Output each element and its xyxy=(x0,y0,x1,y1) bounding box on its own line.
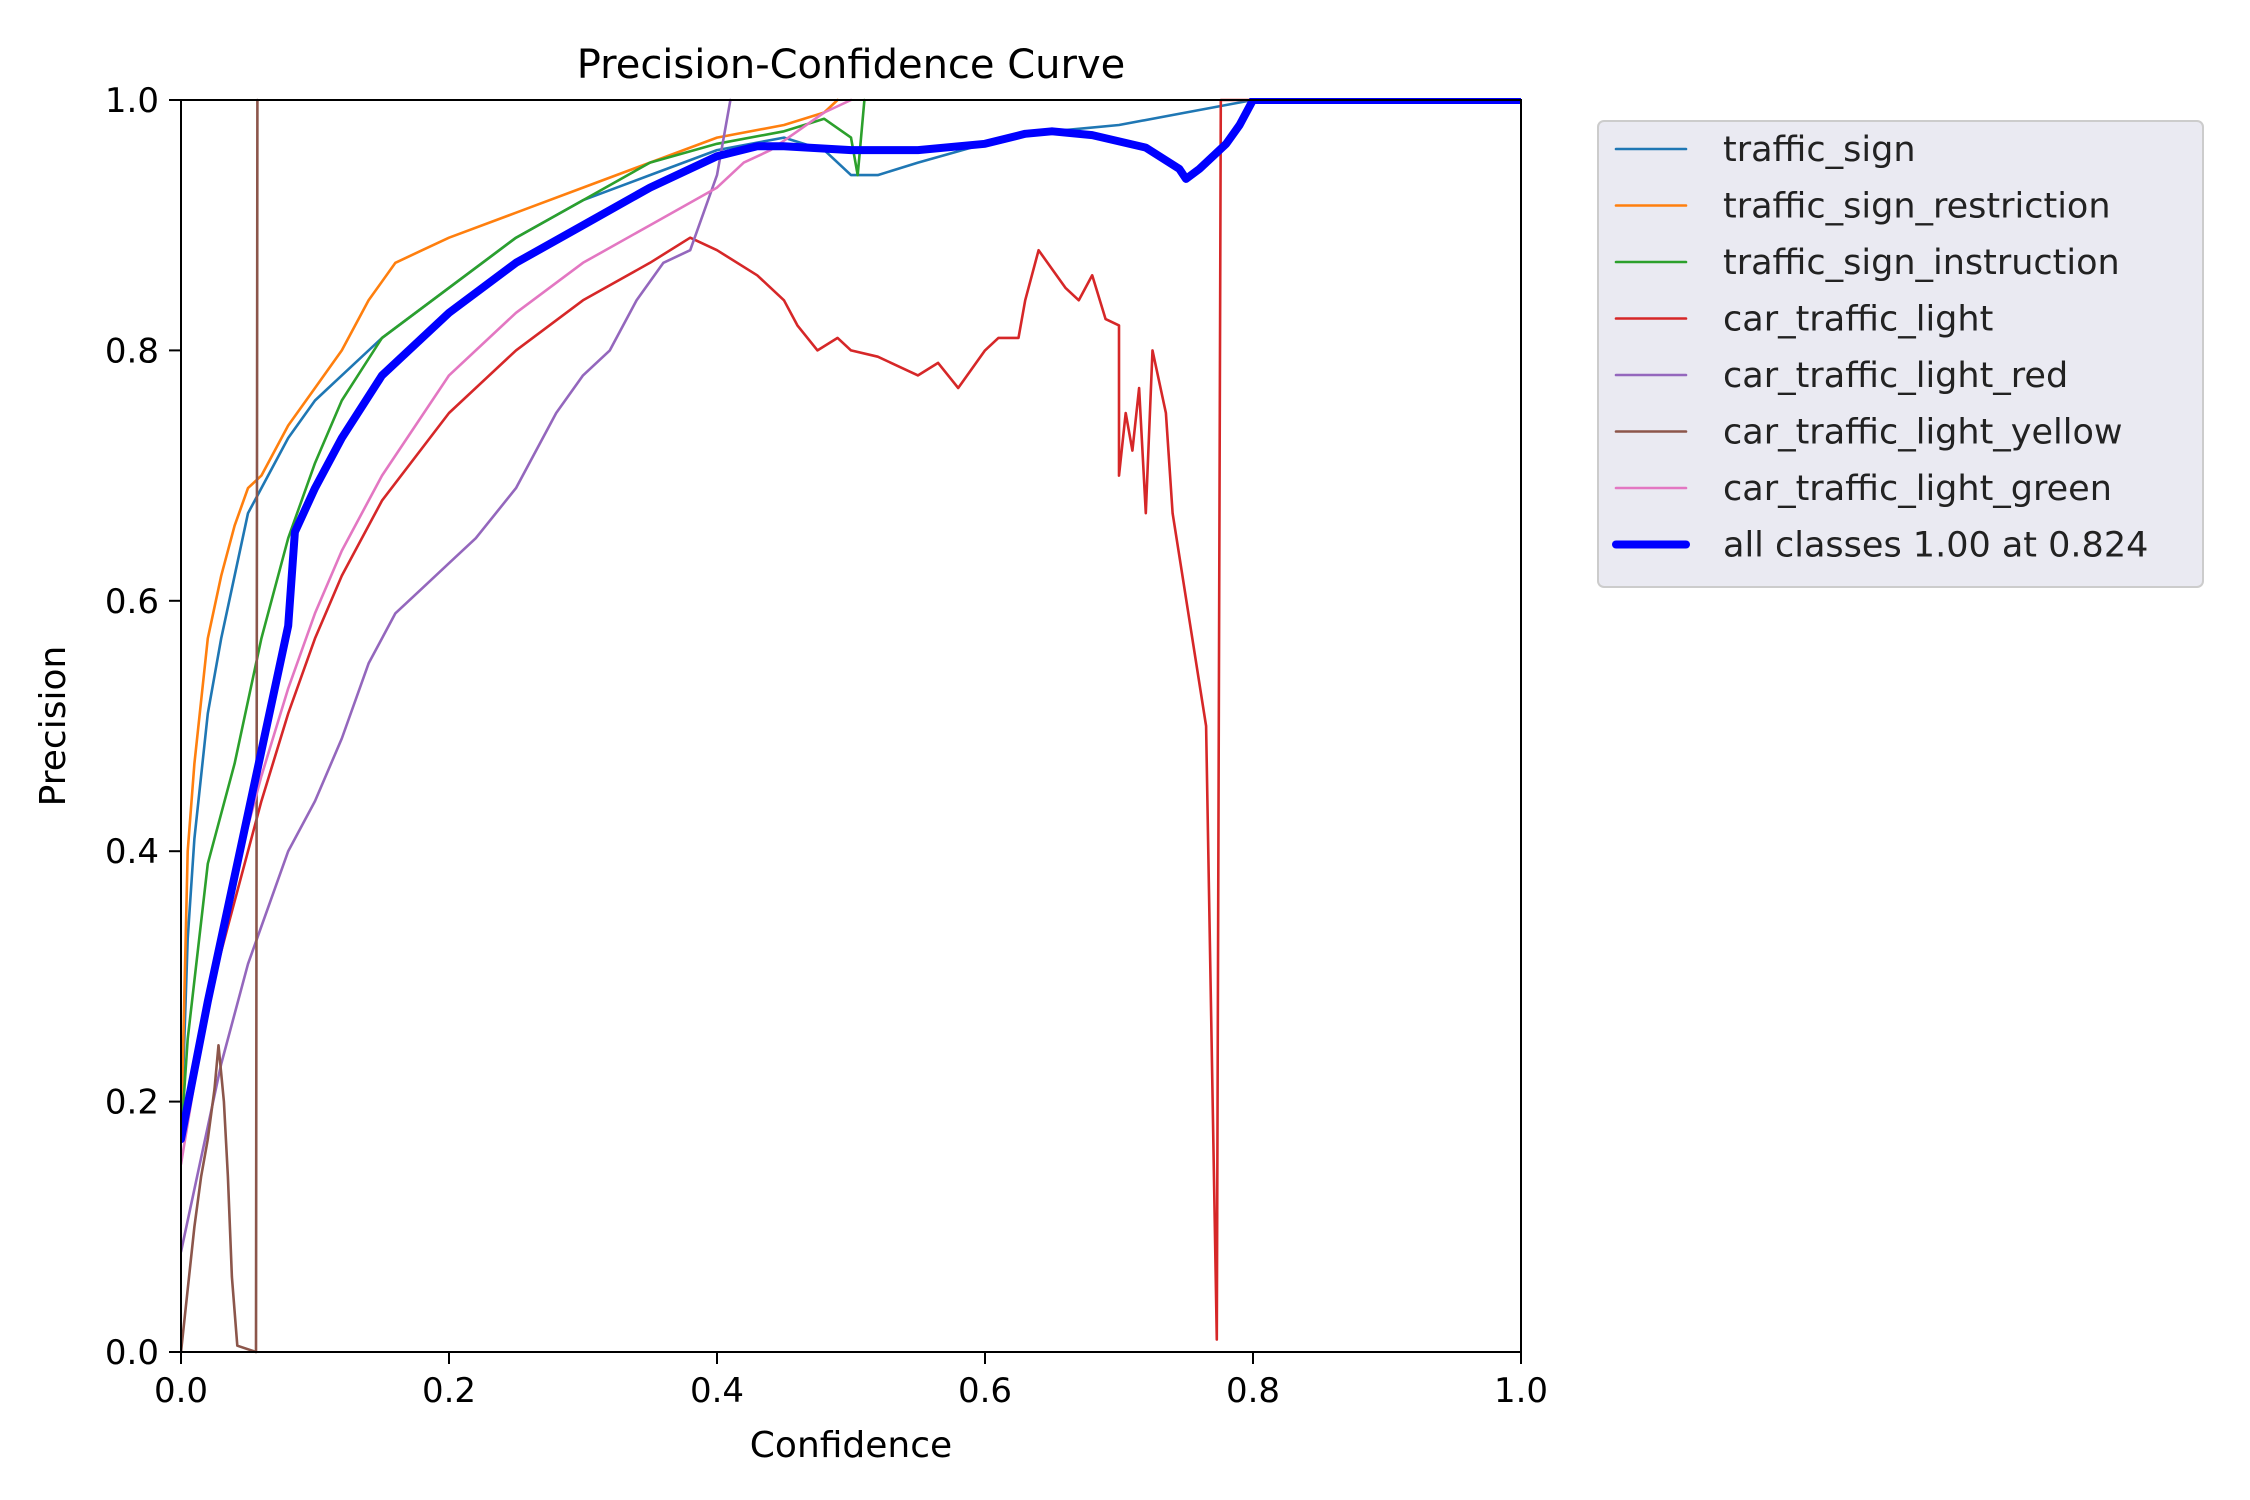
x-tick-label: 0.4 xyxy=(690,1371,744,1411)
x-tick-label: 0.6 xyxy=(958,1371,1012,1411)
y-axis: 0.0 0.2 0.4 0.6 0.8 1.0 xyxy=(105,81,181,1373)
x-tick-label: 0.2 xyxy=(422,1371,476,1411)
legend-label: traffic_sign_restriction xyxy=(1723,187,2111,227)
series-line-traffic-sign-restriction xyxy=(181,98,839,1141)
legend-label: traffic_sign_instruction xyxy=(1723,243,2120,283)
chart-title: Precision-Confidence Curve xyxy=(577,42,1126,88)
y-tick-label: 0.2 xyxy=(105,1083,159,1123)
x-tick-label: 0.0 xyxy=(154,1371,208,1411)
legend-label: all classes 1.00 at 0.824 xyxy=(1723,526,2148,566)
x-axis-label: Confidence xyxy=(750,1425,952,1466)
y-tick-label: 0.8 xyxy=(105,331,159,371)
legend-label: car_traffic_light_green xyxy=(1723,469,2112,509)
y-tick-label: 0.0 xyxy=(105,1333,159,1373)
x-axis: 0.0 0.2 0.4 0.6 0.8 1.0 xyxy=(154,1352,1548,1411)
legend-box xyxy=(1597,120,2204,588)
series-line-traffic-sign-instruction xyxy=(181,98,866,1141)
plot-frame xyxy=(180,99,1522,1353)
x-tick-label: 0.8 xyxy=(1226,1371,1280,1411)
series-line-car-traffic-light-yellow xyxy=(181,98,259,1354)
legend-label: car_traffic_light xyxy=(1723,300,1993,340)
y-axis-label: Precision xyxy=(33,646,74,807)
legend-label: car_traffic_light_red xyxy=(1723,356,2068,396)
y-tick-label: 1.0 xyxy=(105,81,159,121)
y-tick-label: 0.4 xyxy=(105,832,159,872)
legend: traffic_sign traffic_sign_restrictiontraf… xyxy=(1597,120,2204,588)
series-line-all-classes-1-00-at-0-824 xyxy=(181,98,1521,1144)
legend-label: car_traffic_light_yellow xyxy=(1723,413,2123,453)
legend-label: traffic_sign xyxy=(1723,130,1916,170)
series-line-car-traffic-light-red xyxy=(181,98,732,1254)
y-tick-label: 0.6 xyxy=(105,582,159,622)
series-line-car-traffic-light xyxy=(181,98,1521,1341)
series-layer xyxy=(181,98,1521,1354)
x-tick-label: 1.0 xyxy=(1494,1371,1548,1411)
